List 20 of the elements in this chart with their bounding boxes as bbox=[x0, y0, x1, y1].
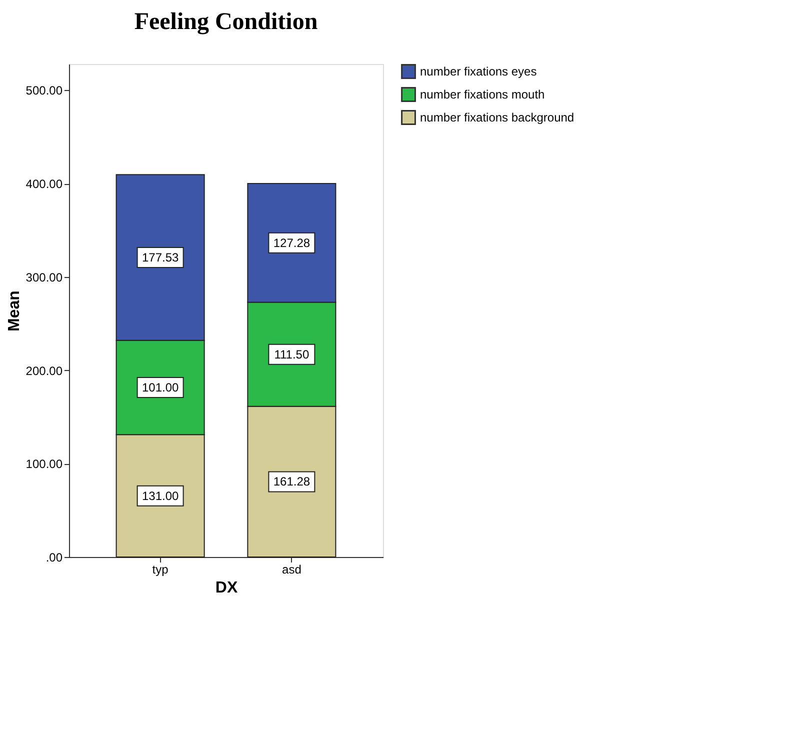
legend-label: number fixations mouth bbox=[420, 88, 545, 102]
data-label: 177.53 bbox=[142, 250, 179, 264]
y-tick-label: 200.00 bbox=[26, 364, 63, 378]
data-label: 161.28 bbox=[273, 474, 310, 489]
y-axis-title: Mean bbox=[6, 290, 23, 332]
data-label: 111.50 bbox=[274, 347, 310, 362]
y-tick-label: 300.00 bbox=[26, 270, 63, 284]
data-label: 131.00 bbox=[142, 488, 179, 503]
legend-label: number fixations background bbox=[420, 110, 574, 124]
data-label: 127.28 bbox=[273, 236, 310, 250]
x-axis-title: DX bbox=[215, 580, 238, 596]
x-tick-label: asd bbox=[282, 562, 302, 576]
y-tick-label: 100.00 bbox=[26, 457, 63, 472]
data-label: 101.00 bbox=[142, 380, 179, 395]
y-tick-label: 400.00 bbox=[26, 177, 63, 192]
y-tick-label: 500.00 bbox=[26, 84, 63, 98]
legend-label: number fixations eyes bbox=[420, 64, 537, 78]
y-tick-label: .00 bbox=[46, 550, 63, 564]
x-tick-label: typ bbox=[152, 562, 169, 576]
chart-title: Feeling Condition bbox=[134, 9, 318, 35]
